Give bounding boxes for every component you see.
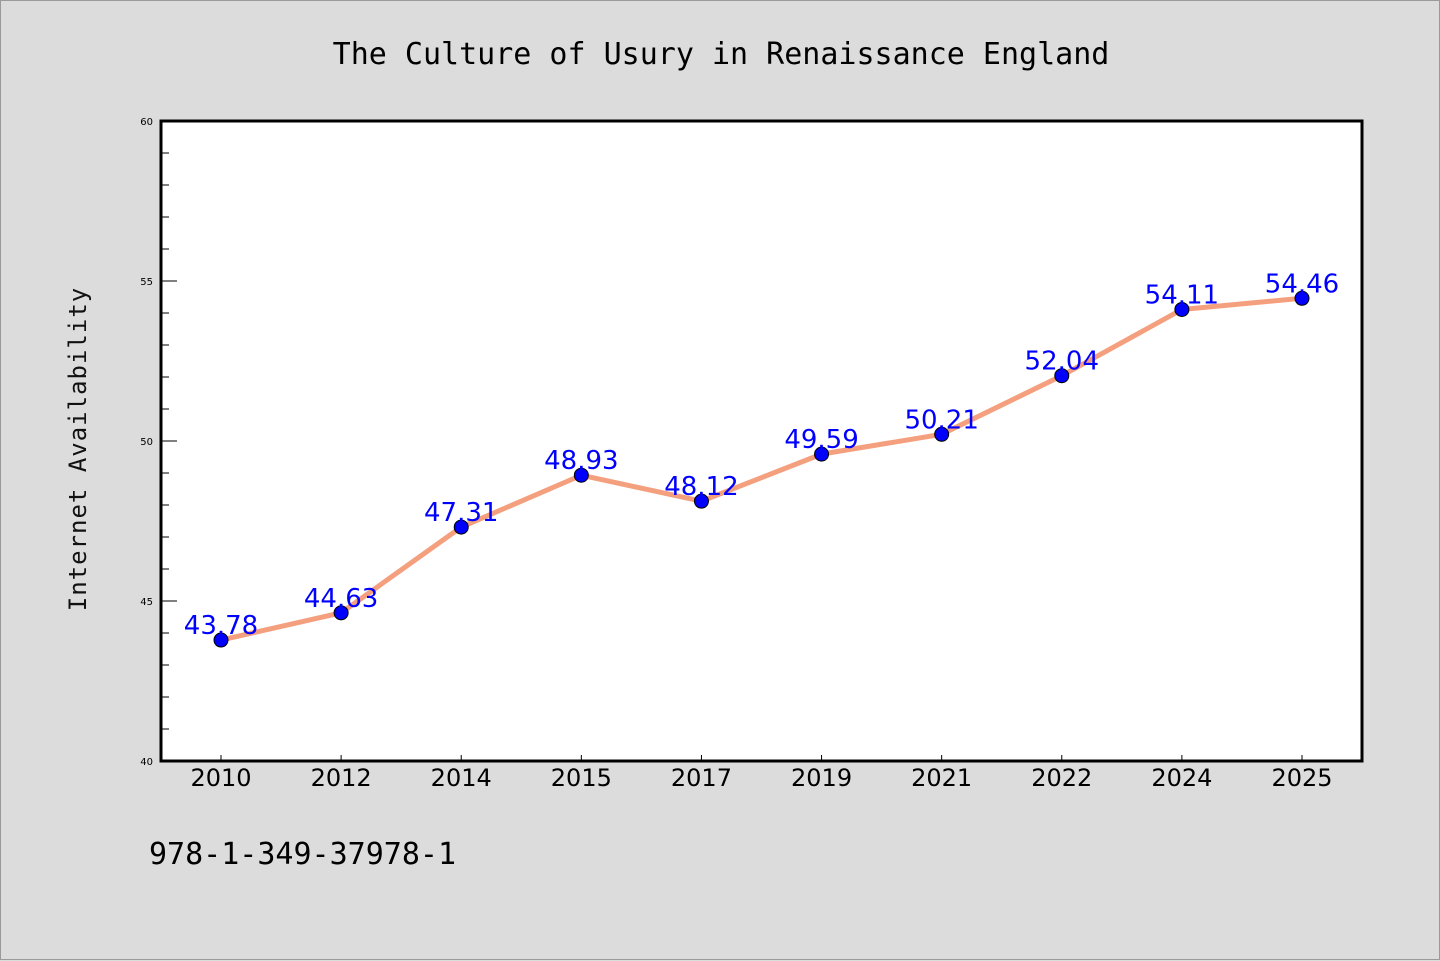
data-point <box>693 493 709 509</box>
data-point <box>573 467 589 483</box>
data-point <box>934 426 950 442</box>
data-label: 49.59 <box>784 425 858 455</box>
data-label: 48.93 <box>544 446 618 476</box>
x-tick-label: 2014 <box>431 764 492 792</box>
data-label: 54.11 <box>1145 280 1219 310</box>
marker-group <box>213 290 1310 648</box>
data-point <box>1174 301 1190 317</box>
data-label: 52.04 <box>1025 347 1099 377</box>
data-label-group: 43.78 44.63 47.31 48.93 48.12 49.59 50.21 52.04… <box>184 269 1339 641</box>
y-tick-label: 55 <box>140 277 153 288</box>
x-tick-label: 2022 <box>1031 764 1092 792</box>
isbn-text: 978-1-349-37978-1 <box>149 837 456 872</box>
x-tick-label: 2024 <box>1151 764 1212 792</box>
data-point <box>213 632 229 648</box>
chart-title: The Culture of Usury in Renaissance Engl… <box>333 37 1110 72</box>
data-point <box>333 605 349 621</box>
data-label: 54.46 <box>1265 269 1339 299</box>
data-point <box>453 519 469 535</box>
plot-area <box>159 119 1364 763</box>
x-tick-label: 2017 <box>671 764 732 792</box>
data-label: 43.78 <box>184 611 258 641</box>
y-tick-label: 60 <box>140 117 153 128</box>
y-axis: 40 45 50 55 60 <box>140 117 177 768</box>
y-tick-label: 40 <box>140 757 153 768</box>
x-tick-label: 2021 <box>911 764 972 792</box>
x-tick-label: 2025 <box>1271 764 1332 792</box>
data-label: 47.31 <box>424 498 498 528</box>
y-tick-label: 50 <box>140 437 153 448</box>
data-label: 50.21 <box>904 405 978 435</box>
series-line-group <box>218 295 1305 643</box>
y-tick-label: 45 <box>140 597 153 608</box>
data-point <box>1294 290 1310 306</box>
data-point <box>1054 368 1070 384</box>
x-axis: 2010 2012 2014 2015 2017 2019 2021 2022 2024 2025 <box>190 755 1333 792</box>
x-tick-label: 2019 <box>791 764 852 792</box>
data-label: 44.63 <box>304 584 378 614</box>
data-point <box>814 446 830 462</box>
x-tick-label: 2015 <box>551 764 612 792</box>
series-line <box>218 295 1305 643</box>
x-tick-label: 2012 <box>311 764 372 792</box>
data-label: 48.12 <box>664 472 738 502</box>
y-axis-label: Internet Availability <box>64 287 92 611</box>
x-tick-label: 2010 <box>190 764 251 792</box>
